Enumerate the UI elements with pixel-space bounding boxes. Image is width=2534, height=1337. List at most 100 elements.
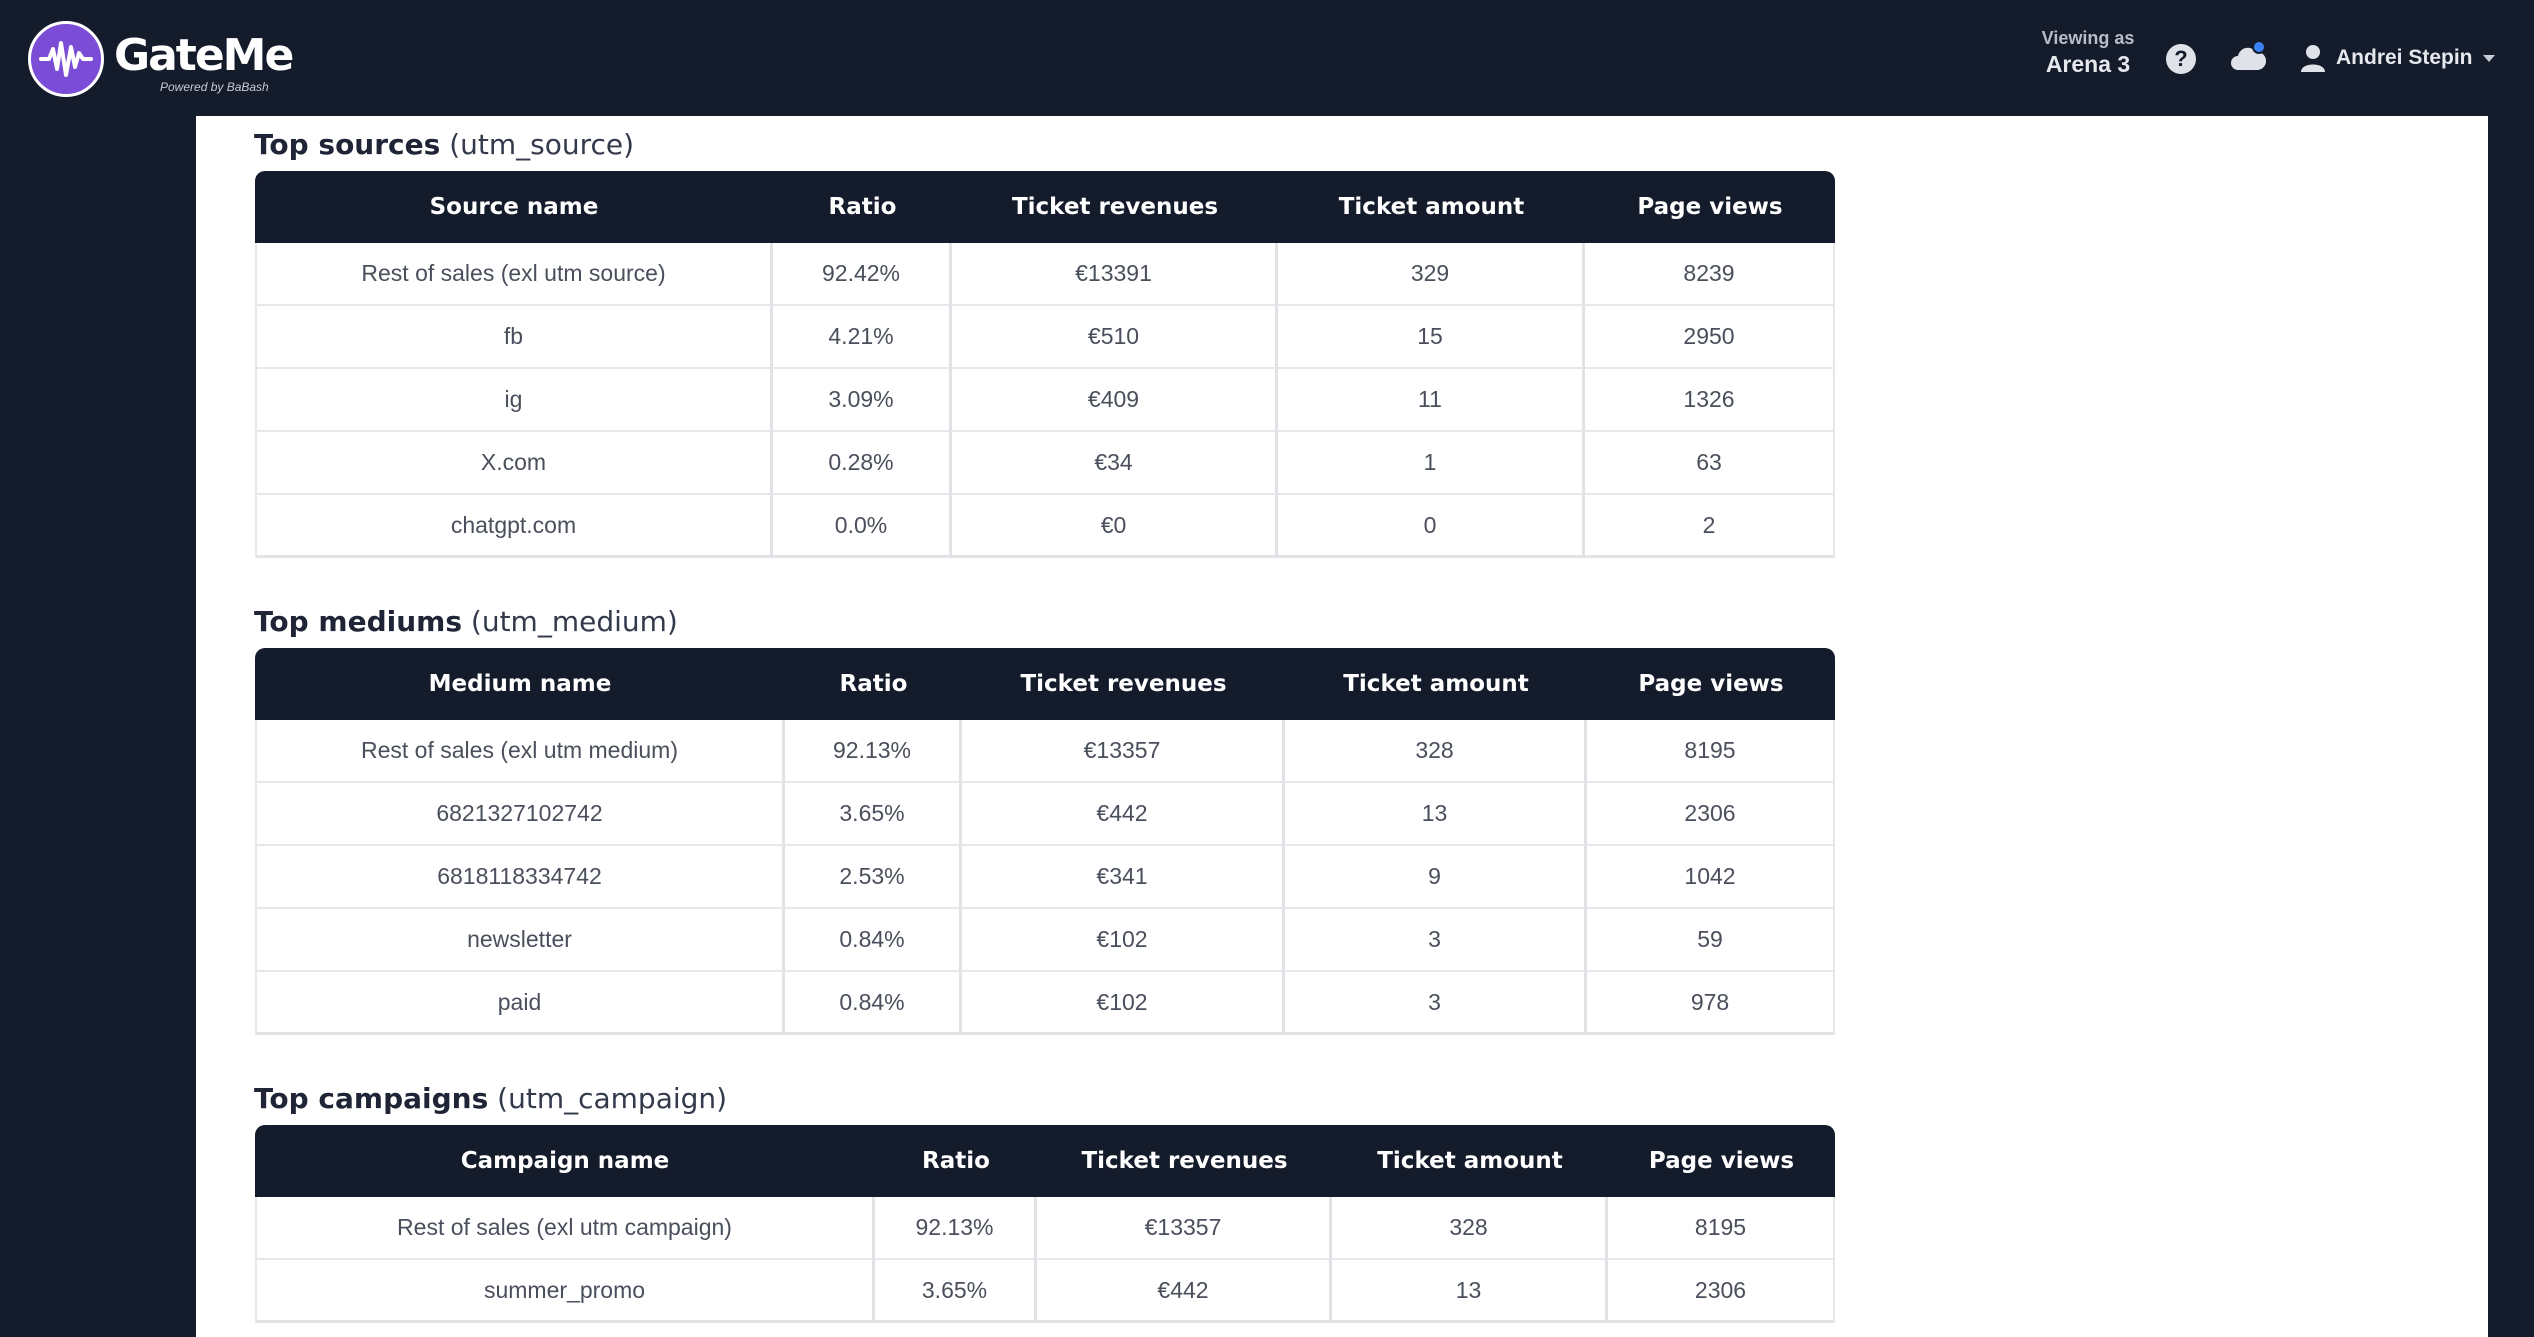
- table-row: summer_promo 3.65% €442 13 2306: [255, 1260, 1835, 1323]
- campaigns-title-tech: (utm_campaign): [497, 1082, 728, 1115]
- table-row: paid 0.84% €102 3 978: [255, 972, 1835, 1035]
- help-icon[interactable]: ?: [2166, 44, 2196, 74]
- sources-column-header: Source name: [255, 171, 773, 243]
- table-cell: €102: [962, 909, 1285, 972]
- table-cell: 63: [1585, 432, 1835, 495]
- table-cell: newsletter: [255, 909, 785, 972]
- table-cell: 92.13%: [875, 1197, 1037, 1260]
- mediums-column-header: Ticket revenues: [962, 648, 1285, 720]
- table-cell: 2306: [1608, 1260, 1835, 1323]
- table-cell: 92.13%: [785, 720, 962, 783]
- table-cell: 6818118334742: [255, 846, 785, 909]
- table-cell: 2306: [1587, 783, 1835, 846]
- campaigns-column-header: Page views: [1608, 1125, 1835, 1197]
- table-cell: 3: [1285, 909, 1587, 972]
- table-cell: €102: [962, 972, 1285, 1035]
- campaigns-table: Campaign name Ratio Ticket revenues Ticket …: [255, 1125, 1835, 1323]
- mediums-title: Top mediums (utm_medium): [254, 605, 678, 638]
- gateme-logo-icon[interactable]: [28, 21, 104, 97]
- viewing-as-label: Viewing as: [2041, 28, 2135, 48]
- campaigns-title-bold: Top campaigns: [254, 1082, 489, 1115]
- mediums-column-header: Ticket amount: [1285, 648, 1587, 720]
- table-cell: chatgpt.com: [255, 495, 773, 558]
- mediums-column-header: Page views: [1587, 648, 1835, 720]
- table-row: Rest of sales (exl utm medium) 92.13% €133…: [255, 720, 1835, 783]
- table-row: ig 3.09% €409 11 1326: [255, 369, 1835, 432]
- table-cell: summer_promo: [255, 1260, 875, 1323]
- campaigns-column-header: Ratio: [875, 1125, 1037, 1197]
- table-cell: Rest of sales (exl utm source): [255, 243, 773, 306]
- powered-by: Powered by BaBash: [160, 80, 269, 94]
- table-cell: 978: [1587, 972, 1835, 1035]
- table-cell: Rest of sales (exl utm medium): [255, 720, 785, 783]
- table-cell: 0.28%: [773, 432, 952, 495]
- user-menu[interactable]: Andrei Stepin: [2300, 44, 2495, 72]
- brand-name[interactable]: GateMe: [114, 30, 294, 81]
- table-row: fb 4.21% €510 15 2950: [255, 306, 1835, 369]
- top-navbar: GateMe Powered by BaBash Viewing as Aren…: [0, 0, 2534, 116]
- table-cell: €34: [952, 432, 1278, 495]
- viewing-as-value: Arena 3: [2045, 51, 2131, 77]
- table-cell: 11: [1278, 369, 1585, 432]
- table-cell: 15: [1278, 306, 1585, 369]
- sources-title-tech: (utm_source): [449, 128, 635, 161]
- table-cell: 4.21%: [773, 306, 952, 369]
- table-cell: 13: [1285, 783, 1587, 846]
- table-cell: 2950: [1585, 306, 1835, 369]
- table-row: X.com 0.28% €34 1 63: [255, 432, 1835, 495]
- table-cell: 3.09%: [773, 369, 952, 432]
- table-cell: €0: [952, 495, 1278, 558]
- table-row: 6821327102742 3.65% €442 13 2306: [255, 783, 1835, 846]
- cloud-notification-icon[interactable]: [2230, 40, 2267, 74]
- table-cell: 2.53%: [785, 846, 962, 909]
- table-cell: 8239: [1585, 243, 1835, 306]
- table-cell: €442: [962, 783, 1285, 846]
- table-cell: €341: [962, 846, 1285, 909]
- table-cell: 1: [1278, 432, 1585, 495]
- campaigns-title: Top campaigns (utm_campaign): [254, 1082, 727, 1115]
- sources-column-header: Ticket revenues: [952, 171, 1278, 243]
- table-cell: 6821327102742: [255, 783, 785, 846]
- table-cell: X.com: [255, 432, 773, 495]
- table-cell: 0: [1278, 495, 1585, 558]
- table-cell: €510: [952, 306, 1278, 369]
- table-cell: 8195: [1587, 720, 1835, 783]
- table-cell: 3.65%: [875, 1260, 1037, 1323]
- sources-column-header: Page views: [1585, 171, 1835, 243]
- table-cell: fb: [255, 306, 773, 369]
- sources-title-bold: Top sources: [254, 128, 441, 161]
- table-cell: 0.84%: [785, 972, 962, 1035]
- table-cell: 9: [1285, 846, 1587, 909]
- mediums-title-tech: (utm_medium): [470, 605, 678, 638]
- table-cell: €442: [1037, 1260, 1332, 1323]
- table-cell: Rest of sales (exl utm campaign): [255, 1197, 875, 1260]
- table-cell: 3: [1285, 972, 1587, 1035]
- table-cell: 92.42%: [773, 243, 952, 306]
- main-content: Top sources (utm_source) Source name Rati…: [196, 116, 2488, 1337]
- table-cell: 0.0%: [773, 495, 952, 558]
- table-cell: 0.84%: [785, 909, 962, 972]
- campaigns-column-header: Ticket amount: [1332, 1125, 1608, 1197]
- table-cell: 59: [1587, 909, 1835, 972]
- user-icon: [2301, 45, 2325, 72]
- table-row: 6818118334742 2.53% €341 9 1042: [255, 846, 1835, 909]
- mediums-title-bold: Top mediums: [254, 605, 462, 638]
- user-name: Andrei Stepin: [2336, 46, 2473, 69]
- table-cell: 328: [1285, 720, 1587, 783]
- table-cell: €13391: [952, 243, 1278, 306]
- table-cell: €13357: [962, 720, 1285, 783]
- table-cell: €409: [952, 369, 1278, 432]
- table-row: newsletter 0.84% €102 3 59: [255, 909, 1835, 972]
- viewing-as[interactable]: Viewing as Arena 3: [2010, 28, 2166, 78]
- table-cell: 13: [1332, 1260, 1608, 1323]
- table-cell: paid: [255, 972, 785, 1035]
- campaigns-column-header: Campaign name: [255, 1125, 875, 1197]
- mediums-table: Medium name Ratio Ticket revenues Ticket am…: [255, 648, 1835, 1035]
- sources-column-header: Ratio: [773, 171, 952, 243]
- table-row: Rest of sales (exl utm campaign) 92.13% €1…: [255, 1197, 1835, 1260]
- sources-column-header: Ticket amount: [1278, 171, 1585, 243]
- table-cell: 8195: [1608, 1197, 1835, 1260]
- table-row: Rest of sales (exl utm source) 92.42% €133…: [255, 243, 1835, 306]
- table-row: chatgpt.com 0.0% €0 0 2: [255, 495, 1835, 558]
- chevron-down-icon: [2482, 54, 2495, 62]
